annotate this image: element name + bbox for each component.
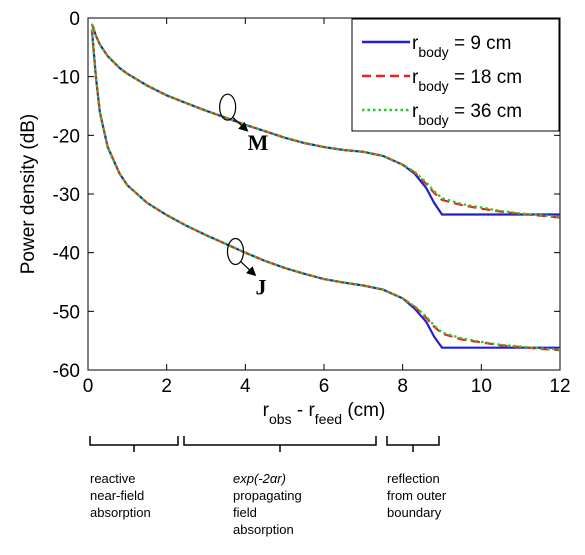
curve-markers: MJ bbox=[219, 93, 269, 299]
bracket-reactive bbox=[89, 436, 179, 452]
annotation-propagating-line-3: absorption bbox=[233, 522, 294, 537]
y-axis-label: Power density (dB) bbox=[18, 114, 39, 275]
legend-label: rbody = 9 cm bbox=[412, 33, 512, 60]
x-tick-label: 6 bbox=[319, 376, 330, 397]
annotation-reactive-line-2: near-field bbox=[90, 488, 145, 503]
legend-label: rbody = 18 cm bbox=[412, 67, 522, 94]
x-tick-label: 10 bbox=[471, 376, 492, 397]
y-tick-label: -60 bbox=[53, 361, 80, 382]
x-axis-label-part: - r bbox=[292, 400, 316, 421]
annotation-brackets bbox=[89, 436, 440, 452]
data-series bbox=[90, 23, 561, 352]
legend-label: rbody = 36 cm bbox=[412, 101, 522, 128]
annotation-reactive: reactive near-field absorption bbox=[90, 470, 151, 521]
bracket-reflection bbox=[386, 436, 440, 452]
x-axis-label-subscript: obs bbox=[269, 411, 292, 427]
curve-marker-ellipse bbox=[219, 93, 237, 121]
annotation-reflection-line-3: boundary bbox=[387, 505, 442, 520]
legend-box bbox=[351, 18, 560, 132]
x-tick-label: 0 bbox=[83, 376, 94, 397]
x-tick-label: 12 bbox=[549, 376, 570, 397]
annotation-reactive-line-1: reactive bbox=[90, 471, 136, 486]
curve-marker-ellipse bbox=[226, 237, 245, 266]
x-axis-label-subscript: feed bbox=[315, 411, 342, 427]
series-line-M-dotted bbox=[90, 23, 561, 218]
annotation-reflection-line-2: from outer bbox=[387, 488, 447, 503]
x-tick-label: 2 bbox=[161, 376, 172, 397]
power-density-chart: 0 2 4 6 8 10 120-10-20-30-40-50-60 MJ Power de… bbox=[18, 9, 571, 427]
annotation-propagating: exp(-2αr) propagating field absorption bbox=[233, 470, 302, 538]
curve-label: M bbox=[248, 130, 269, 155]
x-tick-label: 8 bbox=[397, 376, 408, 397]
curve-label: J bbox=[256, 274, 267, 299]
curve-marker-arrow bbox=[232, 116, 249, 132]
y-tick-label: -40 bbox=[53, 244, 80, 265]
x-axis-label: robs - rfeed (cm) bbox=[263, 400, 386, 427]
annotation-reflection: reflection from outer boundary bbox=[387, 470, 446, 521]
x-axis-label-part: (cm) bbox=[342, 400, 385, 421]
y-tick-label: -30 bbox=[53, 185, 80, 206]
x-tick-label: 4 bbox=[240, 376, 251, 397]
legend: rbody = 9 cm rbody = 18 cm rbody = 36 cm bbox=[351, 18, 560, 132]
y-tick-label: 0 bbox=[69, 9, 80, 30]
annotation-propagating-line-1: propagating bbox=[233, 488, 302, 503]
series-line-J-dotted bbox=[90, 29, 561, 351]
annotation-reactive-line-3: absorption bbox=[90, 505, 151, 520]
annotation-propagating-expr: exp(-2αr) bbox=[233, 471, 286, 486]
annotation-reflection-line-1: reflection bbox=[387, 471, 440, 486]
annotation-propagating-line-2: field bbox=[233, 505, 257, 520]
axis-ticks: 0 2 4 6 8 10 12 0 -10 -20 -30 -40 -50 -60 bbox=[53, 9, 571, 397]
curve-marker-arrow bbox=[240, 261, 257, 277]
x-axis-label-part: r bbox=[263, 400, 270, 421]
bracket-propagating bbox=[183, 436, 377, 452]
y-tick-label: -10 bbox=[53, 68, 80, 89]
y-tick-label: -20 bbox=[53, 126, 80, 147]
y-tick-label: -50 bbox=[53, 302, 80, 323]
